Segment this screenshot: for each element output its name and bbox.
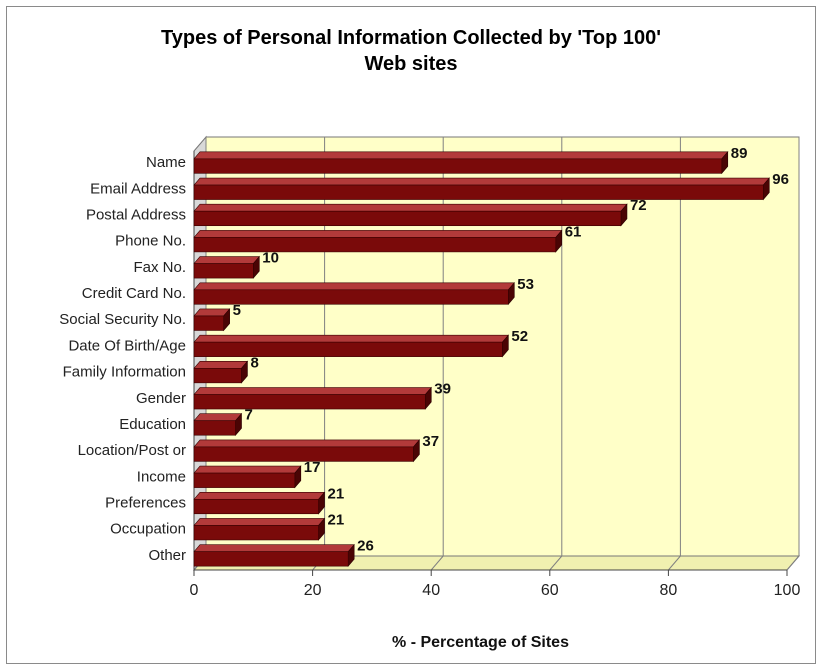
x-tick-label: 0 xyxy=(190,582,199,599)
data-label: 8 xyxy=(250,354,258,371)
data-label: 21 xyxy=(328,511,345,528)
x-axis-title: % - Percentage of Sites xyxy=(392,634,569,651)
category-label: Postal Address xyxy=(86,206,186,223)
bar-top xyxy=(193,282,515,291)
x-tick-label: 100 xyxy=(774,582,801,599)
data-label: 89 xyxy=(731,145,748,162)
x-tick-label: 80 xyxy=(660,582,678,599)
x-tick-label: 20 xyxy=(304,582,322,599)
bar xyxy=(193,525,319,541)
bar xyxy=(193,551,349,567)
gridline-floor xyxy=(668,555,681,571)
data-label: 7 xyxy=(245,407,253,424)
bar-top xyxy=(193,177,770,186)
category-label: Occupation xyxy=(110,521,186,538)
data-label: 26 xyxy=(357,538,374,555)
category-label: Income xyxy=(137,468,186,485)
category-label: Family Information xyxy=(63,364,186,381)
gridline-floor xyxy=(786,555,800,571)
bar-top xyxy=(193,518,326,526)
bar-top xyxy=(193,544,355,552)
bar xyxy=(193,498,319,515)
bar xyxy=(193,472,296,488)
category-label: Fax No. xyxy=(133,259,186,276)
bar-top xyxy=(193,151,729,160)
category-label: Gender xyxy=(136,390,186,407)
chart-title-line-1: Types of Personal Information Collected … xyxy=(161,27,661,49)
chart-title: Types of Personal Information Collected … xyxy=(7,25,815,77)
bar-top xyxy=(193,491,326,500)
chart-title-line-2: Web sites xyxy=(364,53,458,75)
category-label: Date Of Birth/Age xyxy=(68,337,186,354)
category-label: Location/Post or xyxy=(78,442,186,459)
data-label: 5 xyxy=(233,302,241,319)
bar xyxy=(193,158,723,174)
bar xyxy=(193,210,622,227)
bar-chart: 0 20 40 60 80 100 Name 89 Email Address 96 Postal … xyxy=(59,135,801,651)
data-label: 53 xyxy=(517,276,534,293)
chart-frame: Types of Personal Information Collected … xyxy=(6,6,816,664)
bar-top xyxy=(193,230,563,238)
gridline-floor xyxy=(430,555,444,571)
bar-top xyxy=(193,465,302,474)
bar xyxy=(193,315,224,331)
bar xyxy=(193,184,764,200)
bar xyxy=(193,263,254,279)
bar-top xyxy=(193,256,260,264)
bar-top xyxy=(193,387,432,395)
bar xyxy=(193,446,414,462)
bar xyxy=(193,420,236,436)
bar xyxy=(193,394,426,410)
category-label: Phone No. xyxy=(115,233,186,250)
data-label: 10 xyxy=(262,250,279,267)
x-tick-label: 60 xyxy=(541,582,559,599)
category-label: Other xyxy=(148,547,186,564)
data-label: 61 xyxy=(565,223,582,240)
bar-top xyxy=(193,361,249,369)
data-label: 17 xyxy=(304,459,321,476)
bar-top xyxy=(193,203,628,212)
bar xyxy=(193,368,242,384)
bar-top xyxy=(193,334,510,343)
category-label: Credit Card No. xyxy=(82,285,186,302)
data-label: 37 xyxy=(422,433,439,450)
category-label: Education xyxy=(119,416,186,433)
category-label: Social Security No. xyxy=(59,311,186,328)
category-label: Preferences xyxy=(105,495,186,512)
data-label: 96 xyxy=(772,171,789,188)
x-tick-label: 40 xyxy=(422,582,440,599)
category-label: Name xyxy=(146,154,186,171)
category-label: Email Address xyxy=(90,180,186,197)
bar-top xyxy=(193,413,243,422)
bar xyxy=(193,237,557,253)
data-label: 72 xyxy=(630,197,647,214)
bar xyxy=(193,341,503,357)
data-label: 21 xyxy=(328,485,345,502)
bar xyxy=(193,289,509,305)
data-label: 39 xyxy=(434,381,451,398)
data-label: 52 xyxy=(511,328,528,345)
bar-top xyxy=(193,439,421,448)
gridline-floor xyxy=(549,555,563,571)
